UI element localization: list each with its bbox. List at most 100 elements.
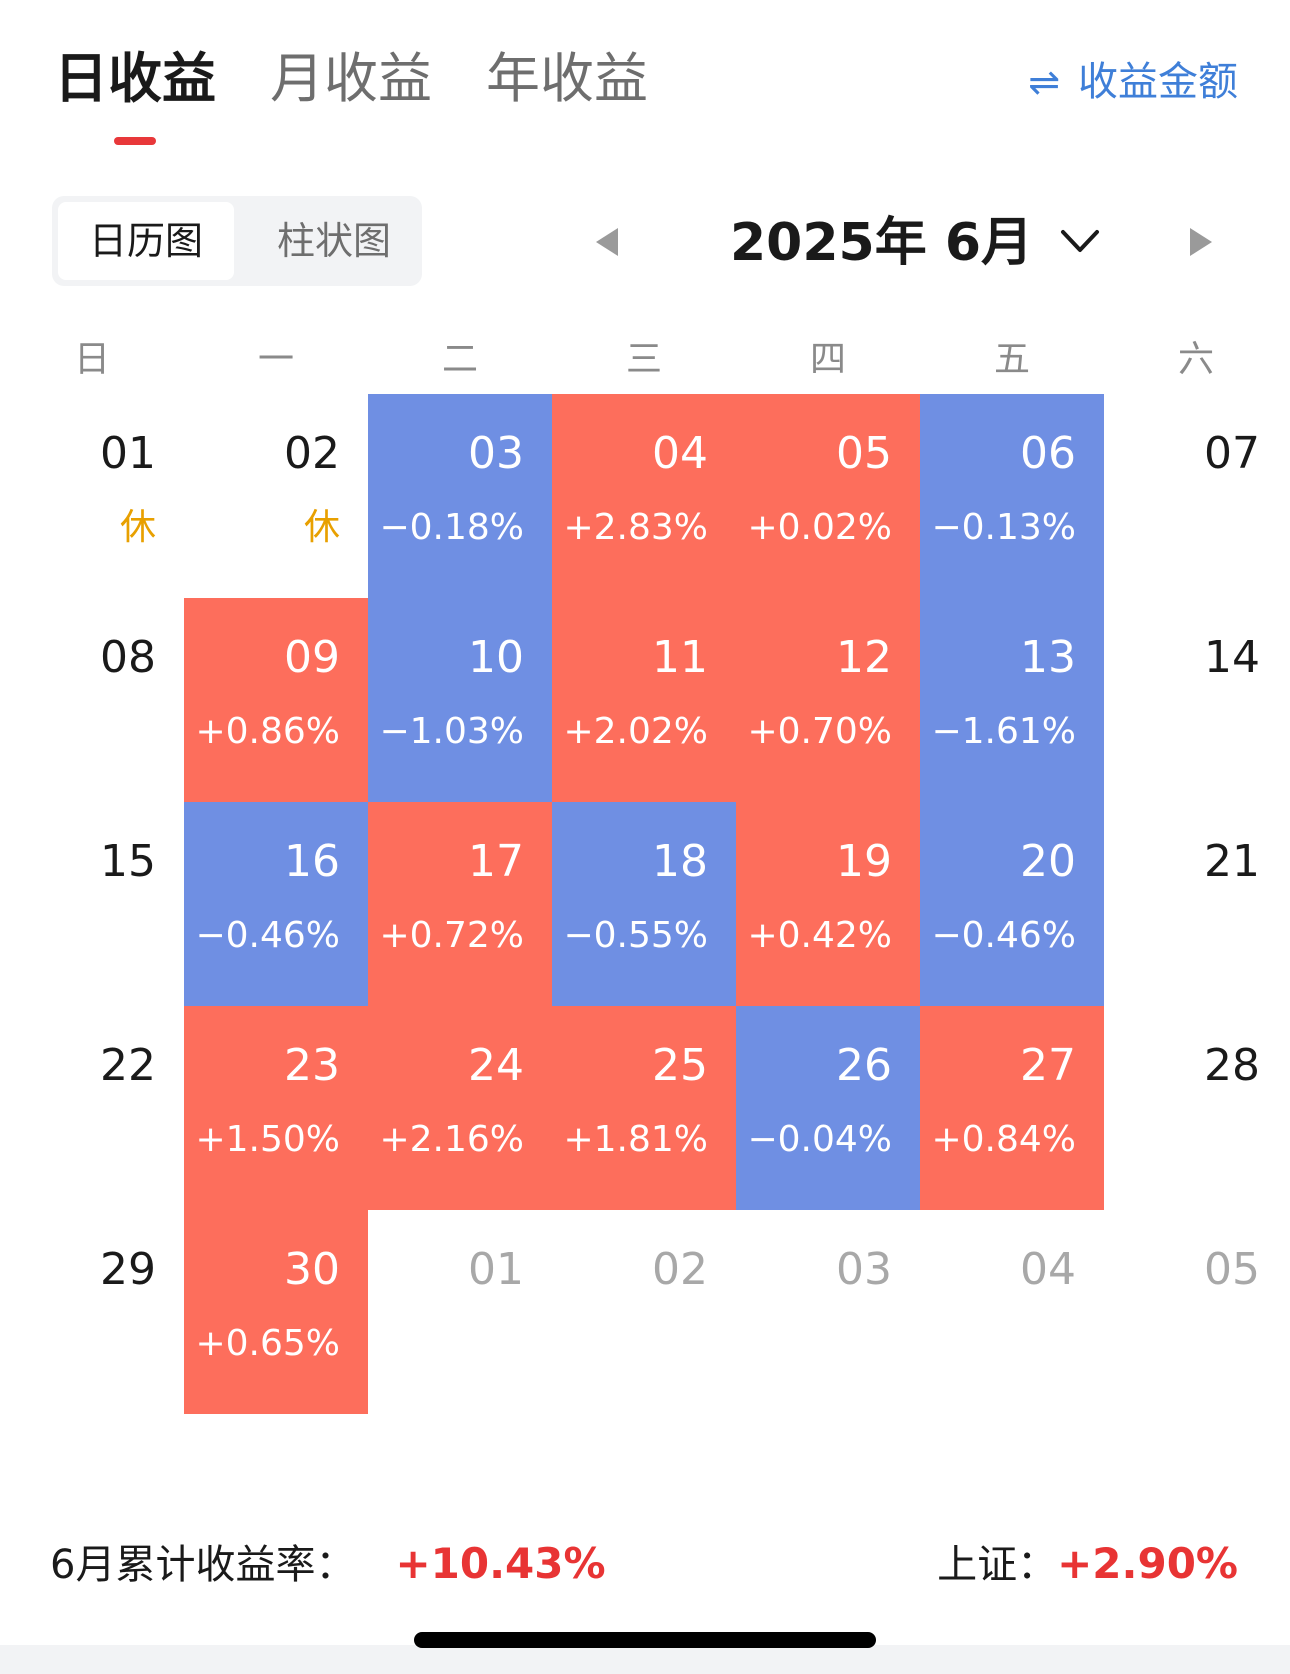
calendar-day[interactable]: 07 xyxy=(1104,394,1288,598)
month-picker-label: 2025年 6月 xyxy=(730,213,1034,273)
switch-amount-label: 收益金额 xyxy=(1078,59,1238,105)
weekday-fri: 五 xyxy=(993,339,1030,380)
day-return-value: −1.61% xyxy=(931,711,1076,752)
weekday-sat: 六 xyxy=(1177,339,1214,380)
day-number: 19 xyxy=(836,836,892,887)
calendar-day[interactable]: 28 xyxy=(1104,1006,1288,1210)
swap-arrows-icon: ⇌ xyxy=(1028,60,1060,104)
switch-amount-button[interactable]: ⇌ 收益金额 xyxy=(1028,52,1238,112)
day-return-value: +2.16% xyxy=(379,1119,524,1160)
day-return-value: +0.72% xyxy=(379,915,524,956)
holiday-marker: 休 xyxy=(119,507,156,548)
day-number: 03 xyxy=(468,428,524,479)
calendar-day[interactable]: 02 休 xyxy=(184,394,368,598)
tab-monthly-returns[interactable]: 月收益 xyxy=(270,47,432,110)
calendar-day[interactable]: 11 +2.02% xyxy=(552,598,736,802)
day-number: 09 xyxy=(284,632,340,683)
bottom-safe-area xyxy=(0,1645,1290,1674)
calendar-day-next-month: 02 xyxy=(552,1210,736,1414)
calendar-day-next-month: 04 xyxy=(920,1210,1104,1414)
calendar-day[interactable]: 23 +1.50% xyxy=(184,1006,368,1210)
day-number: 04 xyxy=(1020,1244,1076,1295)
calendar-day[interactable]: 13 −1.61% xyxy=(920,598,1104,802)
calendar-day[interactable]: 12 +0.70% xyxy=(736,598,920,802)
calendar-day[interactable]: 01 休 xyxy=(0,394,184,598)
calendar-day[interactable]: 03 −0.18% xyxy=(368,394,552,598)
month-picker[interactable]: 2025年 6月 xyxy=(730,205,1101,281)
day-number: 01 xyxy=(468,1244,524,1295)
calendar-day-next-month: 01 xyxy=(368,1210,552,1414)
day-number: 23 xyxy=(284,1040,340,1091)
calendar-day[interactable]: 24 +2.16% xyxy=(368,1006,552,1210)
calendar-view-button[interactable]: 日历图 xyxy=(58,202,234,280)
calendar-day[interactable]: 17 +0.72% xyxy=(368,802,552,1006)
calendar-day[interactable]: 14 xyxy=(1104,598,1288,802)
calendar-day[interactable]: 04 +2.83% xyxy=(552,394,736,598)
day-return-value: −0.18% xyxy=(379,507,524,548)
triangle-left-icon xyxy=(596,228,618,256)
day-number: 26 xyxy=(836,1040,892,1091)
cumulative-return-value: +10.43% xyxy=(395,1539,606,1588)
day-number: 14 xyxy=(1204,632,1260,683)
calendar-day[interactable]: 05 +0.02% xyxy=(736,394,920,598)
day-number: 22 xyxy=(100,1040,156,1091)
calendar-day[interactable]: 25 +1.81% xyxy=(552,1006,736,1210)
triangle-right-icon xyxy=(1190,228,1212,256)
calendar-day[interactable]: 21 xyxy=(1104,802,1288,1006)
calendar-day[interactable]: 19 +0.42% xyxy=(736,802,920,1006)
day-number: 10 xyxy=(468,632,524,683)
calendar-day[interactable]: 09 +0.86% xyxy=(184,598,368,802)
cumulative-return-label: 6月累计收益率： xyxy=(50,1542,356,1588)
previous-month-button[interactable] xyxy=(588,222,628,262)
day-number: 15 xyxy=(100,836,156,887)
day-return-value: +1.81% xyxy=(563,1119,708,1160)
calendar-day[interactable]: 06 −0.13% xyxy=(920,394,1104,598)
day-number: 21 xyxy=(1204,836,1260,887)
calendar-day[interactable]: 26 −0.04% xyxy=(736,1006,920,1210)
day-number: 05 xyxy=(1204,1244,1260,1295)
day-return-value: −0.46% xyxy=(931,915,1076,956)
day-number: 27 xyxy=(1020,1040,1076,1091)
day-number: 20 xyxy=(1020,836,1076,887)
calendar-day[interactable]: 15 xyxy=(0,802,184,1006)
calendar-day[interactable]: 29 xyxy=(0,1210,184,1414)
calendar-day[interactable]: 08 xyxy=(0,598,184,802)
day-number: 30 xyxy=(284,1244,340,1295)
day-return-value: −0.13% xyxy=(931,507,1076,548)
day-return-value: +0.42% xyxy=(747,915,892,956)
day-number: 17 xyxy=(468,836,524,887)
monthly-cumulative-return: 6月累计收益率： +10.43% xyxy=(50,1536,606,1593)
day-number: 18 xyxy=(652,836,708,887)
calendar-day[interactable]: 22 xyxy=(0,1006,184,1210)
weekday-thu: 四 xyxy=(809,339,846,380)
day-number: 12 xyxy=(836,632,892,683)
day-return-value: +0.02% xyxy=(747,507,892,548)
day-number: 16 xyxy=(284,836,340,887)
calendar-day[interactable]: 10 −1.03% xyxy=(368,598,552,802)
day-number: 02 xyxy=(652,1244,708,1295)
weekday-sun: 日 xyxy=(73,339,110,380)
calendar-day[interactable]: 16 −0.46% xyxy=(184,802,368,1006)
day-return-value: +2.02% xyxy=(563,711,708,752)
tab-yearly-returns[interactable]: 年收益 xyxy=(486,47,648,110)
day-number: 02 xyxy=(284,428,340,479)
day-number: 04 xyxy=(652,428,708,479)
calendar-day[interactable]: 18 −0.55% xyxy=(552,802,736,1006)
calendar-day[interactable]: 27 +0.84% xyxy=(920,1006,1104,1210)
day-return-value: +1.50% xyxy=(195,1119,340,1160)
weekday-wed: 三 xyxy=(625,339,662,380)
calendar-day[interactable]: 30 +0.65% xyxy=(184,1210,368,1414)
home-indicator xyxy=(414,1632,876,1648)
tab-daily-returns[interactable]: 日收益 xyxy=(54,47,216,110)
day-number: 01 xyxy=(100,428,156,479)
calendar-day[interactable]: 20 −0.46% xyxy=(920,802,1104,1006)
day-return-value: +0.65% xyxy=(195,1323,340,1364)
day-return-value: +0.84% xyxy=(931,1119,1076,1160)
day-number: 25 xyxy=(652,1040,708,1091)
bar-chart-view-button[interactable]: 柱状图 xyxy=(276,219,391,263)
calendar-day-next-month: 05 xyxy=(1104,1210,1288,1414)
day-return-value: +2.83% xyxy=(563,507,708,548)
index-label: 上证： xyxy=(937,1542,1058,1588)
day-number: 11 xyxy=(652,632,708,683)
next-month-button[interactable] xyxy=(1180,222,1220,262)
